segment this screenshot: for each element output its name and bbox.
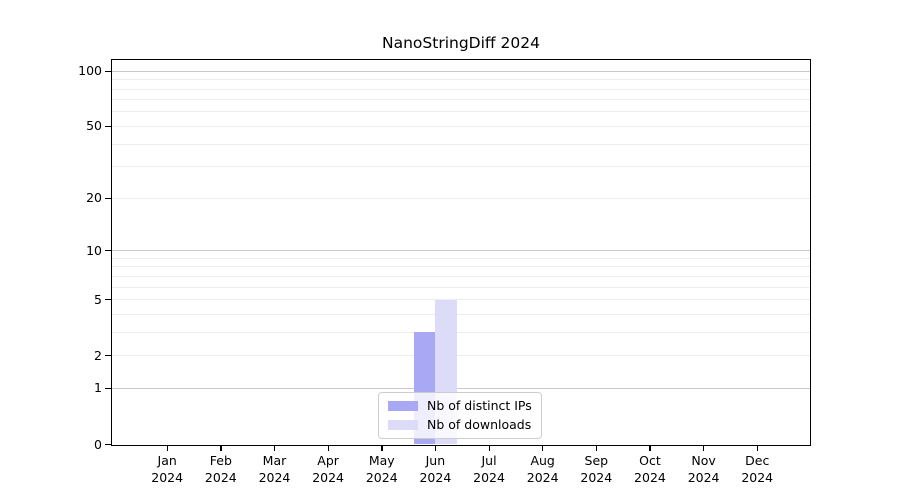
y-axis-tick-label: 50	[86, 118, 102, 134]
x-tick-year: 2024	[473, 469, 505, 485]
gridline-minor	[112, 166, 810, 168]
x-axis-tick	[756, 445, 759, 451]
x-axis-tick	[542, 445, 544, 451]
x-tick-month: Dec	[745, 453, 770, 468]
x-axis-tick	[649, 445, 651, 451]
gridline-minor	[112, 99, 810, 101]
legend-item-downloads: Nb of downloads	[388, 417, 532, 433]
plot-area	[112, 60, 810, 445]
y-axis-tick	[105, 250, 111, 252]
x-tick-year: 2024	[741, 469, 774, 485]
x-tick-month: Sep	[584, 453, 609, 468]
x-axis-tick-label: May 2024	[350, 453, 414, 486]
x-tick-month: Jun	[425, 453, 446, 468]
x-axis-tick-label: Oct 2024	[618, 453, 682, 486]
x-tick-month: Jul	[481, 453, 497, 468]
legend-label-downloads: Nb of downloads	[427, 417, 532, 432]
legend-swatch-downloads	[388, 420, 418, 430]
x-axis-tick-label: Feb 2024	[189, 453, 253, 486]
y-axis-tick	[105, 387, 111, 390]
x-tick-year: 2024	[258, 469, 291, 485]
gridline-major	[112, 387, 810, 389]
y-axis-tick-label: 10	[86, 242, 102, 258]
legend-label-distinct-ips: Nb of distinct IPs	[427, 398, 532, 413]
gridline-minor	[112, 143, 810, 145]
x-tick-year: 2024	[151, 469, 184, 485]
x-tick-month: Oct	[639, 453, 661, 468]
x-tick-year: 2024	[419, 469, 452, 485]
x-tick-month: Apr	[317, 453, 339, 468]
y-axis-tick	[105, 299, 111, 301]
x-tick-month: Nov	[691, 453, 716, 468]
y-axis-tick-label: 1	[94, 380, 102, 396]
x-axis-tick-label: Apr 2024	[296, 453, 360, 486]
gridline-minor	[112, 355, 810, 357]
x-axis-tick	[220, 445, 222, 451]
gridline-minor	[112, 275, 810, 277]
y-axis-tick-label: 0	[94, 436, 102, 452]
gridline-minor	[112, 331, 810, 333]
y-axis-tick	[105, 355, 111, 357]
gridline-minor	[112, 286, 810, 288]
y-axis-tick	[105, 444, 111, 446]
x-tick-year: 2024	[312, 469, 345, 485]
x-axis-tick-label: Sep 2024	[564, 453, 628, 486]
gridline-minor	[112, 257, 810, 259]
legend-item-distinct-ips: Nb of distinct IPs	[388, 398, 532, 414]
x-tick-year: 2024	[580, 469, 613, 485]
gridline-minor	[112, 125, 810, 127]
gridline-minor	[112, 313, 810, 315]
x-tick-year: 2024	[687, 469, 720, 485]
x-axis-tick-label: Jan 2024	[135, 453, 199, 486]
y-axis-tick-label: 5	[94, 291, 102, 307]
gridline-minor	[112, 197, 810, 199]
x-axis-tick-label: Dec 2024	[725, 453, 789, 486]
x-tick-year: 2024	[204, 469, 237, 485]
x-axis-tick	[273, 445, 276, 451]
x-axis-tick	[166, 445, 168, 451]
x-axis-tick-label: Jul 2024	[457, 453, 521, 486]
y-axis-tick-label: 100	[78, 63, 102, 79]
x-tick-year: 2024	[365, 469, 398, 485]
x-tick-month: May	[368, 453, 395, 468]
x-tick-month: Mar	[262, 453, 287, 468]
gridline-minor	[112, 266, 810, 268]
gridline-minor	[112, 299, 810, 301]
x-tick-month: Aug	[530, 453, 555, 468]
gridline-major	[112, 250, 810, 252]
x-tick-year: 2024	[526, 469, 559, 485]
x-axis-tick-label: Jun 2024	[403, 453, 467, 486]
x-axis-tick	[703, 445, 705, 451]
y-axis-tick	[105, 70, 111, 72]
y-axis-tick-label: 20	[86, 190, 102, 206]
legend-swatch-distinct-ips	[388, 401, 418, 411]
gridline-minor	[112, 111, 810, 113]
chart-title: NanoStringDiff 2024	[382, 34, 540, 52]
y-axis-tick	[105, 197, 111, 200]
gridline-minor	[112, 79, 810, 81]
x-axis-tick-label: Aug 2024	[511, 453, 575, 486]
x-tick-month: Jan	[157, 453, 177, 468]
y-axis-tick	[105, 125, 111, 128]
x-axis-tick	[381, 445, 383, 451]
gridline-major	[112, 70, 810, 72]
x-tick-year: 2024	[634, 469, 666, 485]
x-axis-tick	[327, 445, 329, 451]
x-axis-tick-label: Mar 2024	[242, 453, 306, 486]
x-axis-tick	[434, 445, 437, 451]
x-axis-tick	[488, 445, 490, 451]
y-axis-tick-label: 2	[94, 347, 102, 363]
x-axis-tick-label: Nov 2024	[672, 453, 736, 486]
x-tick-month: Feb	[209, 453, 232, 468]
x-axis-tick	[595, 445, 598, 451]
legend: Nb of distinct IPs Nb of downloads	[378, 392, 542, 439]
gridline-minor	[112, 88, 810, 90]
